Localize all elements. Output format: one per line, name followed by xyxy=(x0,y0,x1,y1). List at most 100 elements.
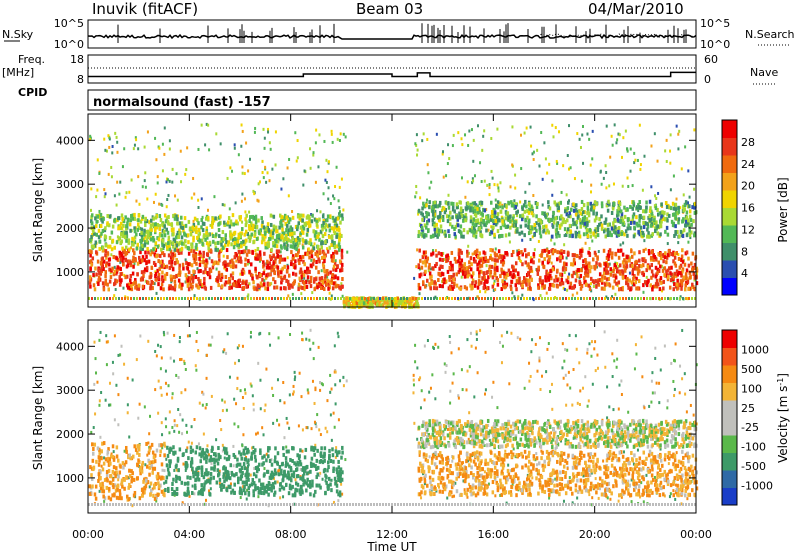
data-cell xyxy=(537,258,541,263)
data-cell xyxy=(297,258,300,263)
data-cell xyxy=(163,276,167,281)
data-cell xyxy=(571,234,574,239)
data-cell xyxy=(474,219,478,224)
scatter-cell xyxy=(309,328,312,332)
scatter-cell xyxy=(581,133,584,137)
data-cell xyxy=(445,214,449,219)
data-cell xyxy=(208,275,212,280)
scatter-cell xyxy=(108,145,111,149)
data-cell xyxy=(650,263,654,268)
data-cell xyxy=(681,269,684,274)
data-cell xyxy=(501,279,504,284)
data-cell xyxy=(565,208,569,213)
data-cell xyxy=(101,256,104,261)
data-cell xyxy=(512,272,515,277)
scatter-cell xyxy=(426,163,429,167)
scatter-cell xyxy=(682,193,685,197)
data-cell xyxy=(272,277,275,282)
data-cell xyxy=(248,219,251,224)
data-cell xyxy=(215,260,218,265)
data-cell xyxy=(404,304,408,309)
data-cell xyxy=(511,216,515,221)
data-cell xyxy=(235,241,238,246)
data-cell xyxy=(438,203,441,208)
program-label: normalsound (fast) -157 xyxy=(93,95,271,110)
data-cell xyxy=(525,278,529,283)
near-range-cell xyxy=(109,297,111,300)
data-cell xyxy=(239,259,243,264)
data-cell xyxy=(270,255,274,260)
data-cell xyxy=(237,235,241,240)
scatter-cell xyxy=(610,270,613,274)
data-cell xyxy=(258,231,261,236)
data-cell xyxy=(601,280,604,285)
scatter-cell xyxy=(427,269,430,273)
data-cell xyxy=(552,211,555,216)
scatter-cell xyxy=(138,464,141,468)
near-range-cell xyxy=(286,297,288,300)
data-cell xyxy=(493,262,497,267)
data-cell xyxy=(537,285,540,290)
data-cell xyxy=(500,267,503,272)
data-cell xyxy=(560,277,564,282)
data-cell xyxy=(614,265,618,270)
power-colorbar-segment xyxy=(722,277,737,296)
scatter-cell xyxy=(514,186,517,190)
data-cell xyxy=(171,241,175,246)
data-cell xyxy=(331,286,335,291)
data-cell xyxy=(433,280,437,285)
near-range-cell xyxy=(136,297,138,300)
data-cell xyxy=(161,238,165,243)
data-cell xyxy=(672,221,676,226)
data-cell xyxy=(555,234,558,239)
scatter-cell xyxy=(155,158,158,162)
scatter-cell xyxy=(611,143,614,147)
data-cell xyxy=(163,273,167,278)
data-cell xyxy=(680,286,683,291)
scatter-cell xyxy=(588,219,591,223)
data-cell xyxy=(686,277,689,282)
scatter-cell xyxy=(641,188,644,192)
near-range-cell xyxy=(253,297,255,300)
near-range-cell xyxy=(412,297,414,300)
data-cell xyxy=(114,278,117,283)
scatter-cell xyxy=(307,391,310,395)
data-cell xyxy=(540,253,543,258)
data-cell xyxy=(88,280,92,285)
scatter-cell xyxy=(264,403,267,407)
scatter-cell xyxy=(586,404,589,408)
data-cell xyxy=(211,221,214,226)
data-cell xyxy=(205,260,209,265)
scatter-cell xyxy=(244,197,247,201)
data-cell xyxy=(622,264,626,269)
data-cell xyxy=(279,244,283,249)
data-cell xyxy=(207,246,210,251)
data-cell xyxy=(232,237,235,242)
data-cell xyxy=(527,265,531,270)
data-cell xyxy=(156,236,159,241)
data-cell xyxy=(601,226,604,231)
data-cell xyxy=(660,202,663,207)
data-cell xyxy=(563,209,567,214)
data-cell xyxy=(157,237,161,242)
scatter-cell xyxy=(499,486,502,490)
data-cell xyxy=(527,210,531,215)
scatter-cell xyxy=(568,272,571,276)
data-cell xyxy=(547,257,551,262)
data-cell xyxy=(601,278,604,283)
scatter-cell xyxy=(108,135,111,139)
near-range-cell xyxy=(625,297,627,300)
data-cell xyxy=(120,278,123,283)
scatter-cell xyxy=(516,214,519,218)
scatter-cell xyxy=(675,197,678,201)
near-range-cell xyxy=(181,297,183,300)
data-cell xyxy=(437,278,440,283)
data-cell xyxy=(180,286,183,291)
data-cell xyxy=(328,245,331,250)
data-cell xyxy=(556,250,559,255)
scatter-cell xyxy=(581,212,584,216)
near-range-cell xyxy=(661,297,663,300)
data-cell xyxy=(251,227,255,232)
scatter-cell xyxy=(445,174,448,178)
scatter-cell xyxy=(215,132,218,136)
